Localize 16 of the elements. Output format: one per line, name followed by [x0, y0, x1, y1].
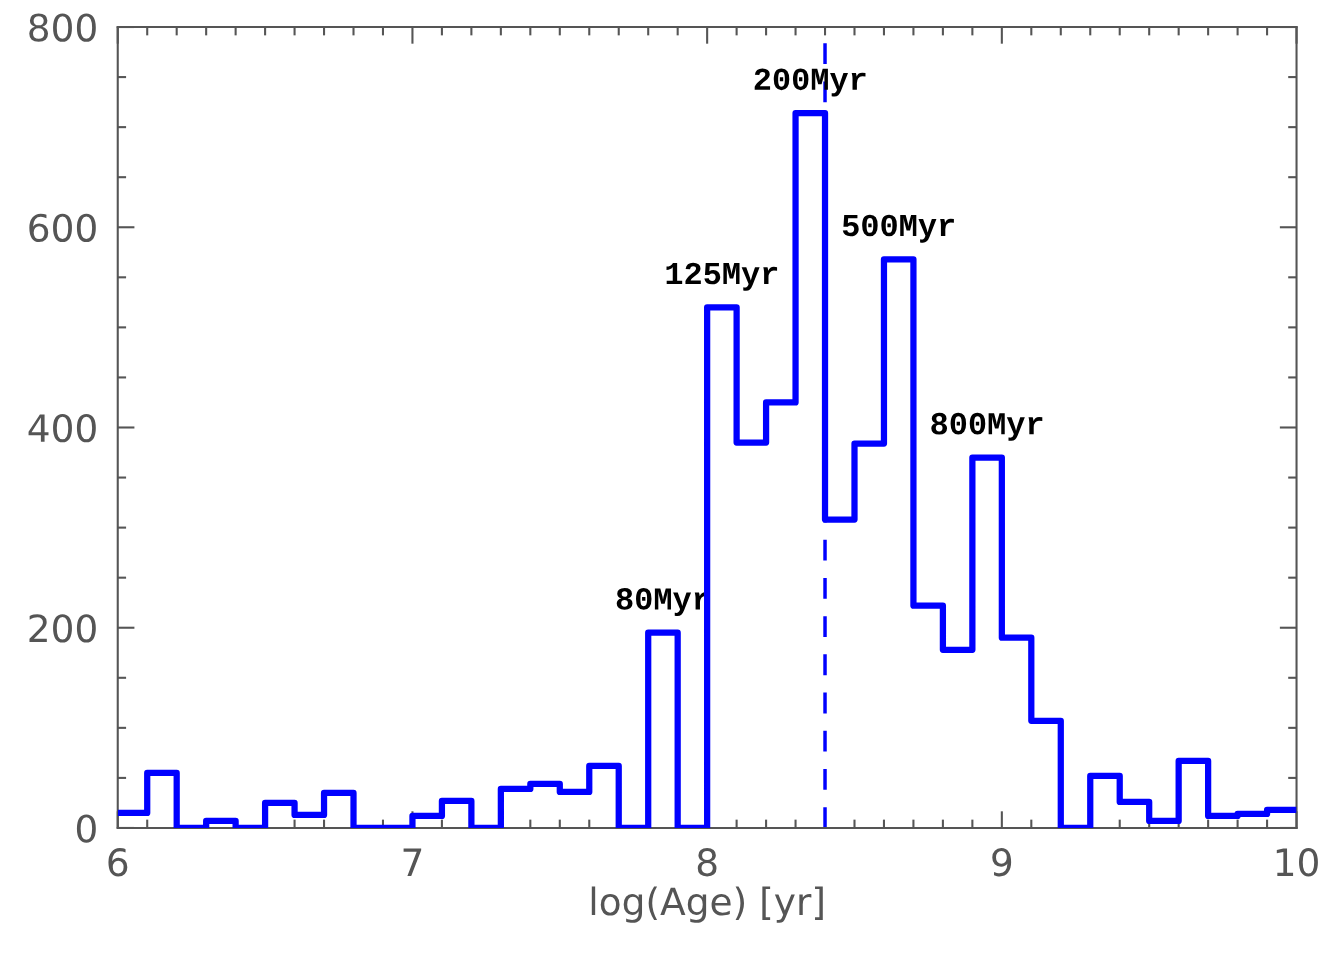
x-axis-title: log(Age) [yr] — [591, 886, 823, 923]
x-tick-label: 6 — [108, 848, 128, 877]
annotation: 500Myr — [842, 214, 954, 243]
y-tick-label: 800 — [29, 13, 96, 42]
y-tick-label: 600 — [29, 213, 96, 243]
y-tick-label: 0 — [76, 814, 96, 843]
x-tick-label: 10 — [1276, 848, 1318, 877]
y-tick-label: 200 — [29, 614, 96, 643]
y-tick-label: 400 — [28, 413, 96, 443]
x-tick-label: 8 — [697, 848, 717, 877]
x-tick-label: 9 — [992, 848, 1012, 877]
annotation: 800Myr — [931, 412, 1043, 441]
annotation: 200Myr — [754, 68, 866, 97]
annotation: 125Myr — [666, 262, 778, 291]
x-tick-label: 7 — [403, 848, 422, 876]
annotation: 80Myr — [616, 588, 709, 617]
